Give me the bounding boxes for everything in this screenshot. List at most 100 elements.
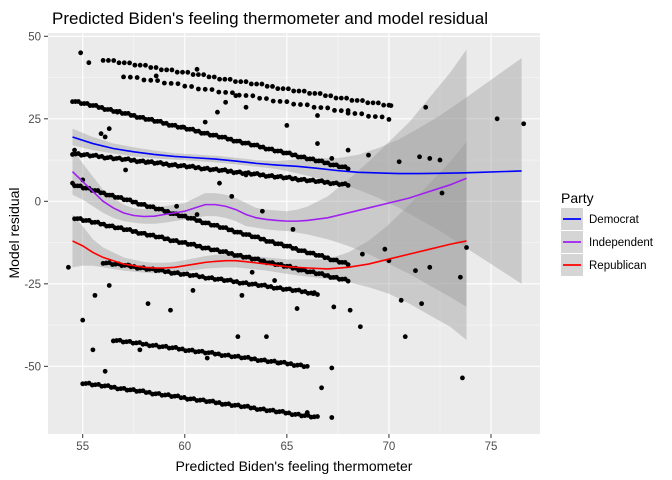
data-point: [333, 95, 339, 101]
legend-label: Independent: [589, 237, 654, 249]
data-point: [329, 156, 335, 161]
data-point: [229, 193, 235, 199]
data-point: [270, 83, 275, 89]
data-point: [141, 77, 147, 83]
data-point: [427, 264, 433, 270]
data-point: [347, 307, 353, 313]
data-point: [155, 78, 160, 84]
data-point: [194, 212, 200, 217]
data-point: [354, 98, 360, 103]
data-point: [243, 79, 249, 85]
data-point: [254, 81, 260, 87]
data-point: [325, 105, 331, 111]
data-point: [294, 306, 300, 311]
data-point: [116, 60, 122, 66]
data-point: [344, 95, 349, 101]
data-point: [102, 134, 108, 140]
data-point: [233, 79, 238, 84]
y-tick-label: 0: [35, 196, 41, 208]
data-point: [277, 99, 283, 104]
data-point: [111, 58, 117, 63]
x-tick-label: 65: [280, 441, 293, 453]
data-point: [357, 324, 363, 330]
legend-entry-democrat: Democrat: [561, 208, 640, 230]
data-point: [90, 347, 96, 353]
data-point: [243, 172, 249, 178]
data-point: [345, 278, 351, 284]
data-point: [437, 157, 443, 163]
x-tick-label: 70: [383, 441, 396, 453]
confidence-ribbon-independent: [72, 49, 467, 307]
data-point: [345, 262, 351, 268]
series-line-republican: [72, 240, 467, 270]
data-point: [190, 288, 196, 293]
data-point: [227, 76, 233, 82]
data-point: [317, 91, 323, 96]
data-point: [206, 74, 212, 80]
data-point: [121, 74, 126, 80]
data-point: [307, 90, 312, 96]
data-point: [264, 334, 269, 340]
data-point: [174, 203, 180, 209]
data-point: [106, 283, 112, 288]
data-point: [521, 121, 527, 127]
data-point: [259, 208, 265, 214]
data-point: [318, 105, 324, 111]
data-point: [92, 292, 98, 298]
data-point: [285, 86, 291, 92]
data-point: [257, 95, 263, 101]
data-point: [379, 114, 385, 120]
data-point: [164, 67, 170, 73]
data-point: [127, 74, 133, 80]
data-point: [331, 304, 337, 310]
data-point: [70, 180, 75, 186]
data-point: [259, 81, 265, 87]
data-point: [366, 113, 371, 119]
data-point: [204, 355, 210, 361]
data-point: [137, 62, 143, 68]
data-point: [296, 88, 302, 94]
data-point: [134, 75, 140, 80]
data-point: [494, 116, 500, 122]
data-point: [190, 72, 196, 77]
data-point: [148, 77, 154, 83]
data-point: [223, 90, 229, 95]
data-point: [396, 159, 402, 165]
chart-title: Predicted Biden's feeling thermometer an…: [52, 9, 488, 28]
data-point: [359, 111, 365, 117]
data-point: [185, 69, 191, 75]
data-point: [304, 102, 310, 108]
data-point: [366, 152, 371, 158]
data-point: [359, 251, 365, 257]
data-point: [233, 93, 239, 99]
data-point: [217, 76, 222, 82]
data-point: [275, 86, 281, 92]
data-point: [457, 274, 463, 280]
y-tick-label: 50: [28, 31, 41, 43]
data-point: [338, 108, 344, 114]
data-point: [370, 100, 376, 106]
data-point: [329, 365, 335, 371]
data-point: [460, 375, 465, 381]
data-point: [137, 347, 143, 353]
data-point: [98, 131, 104, 137]
data-point: [328, 93, 334, 99]
legend-entry-independent: Independent: [561, 231, 654, 253]
data-point: [264, 96, 269, 102]
data-point: [264, 83, 270, 89]
x-tick-label: 75: [485, 441, 498, 453]
data-point: [276, 360, 282, 366]
data-point: [345, 183, 351, 188]
x-axis-title: Predicted Biden's feeling thermometer: [176, 458, 413, 474]
data-point: [148, 65, 154, 70]
data-point: [153, 73, 159, 79]
data-point: [235, 334, 241, 340]
data-point: [388, 103, 394, 109]
legend-label: Democrat: [589, 214, 640, 226]
data-point: [315, 414, 320, 419]
data-point: [413, 268, 418, 274]
data-point: [72, 147, 77, 153]
data-point: [106, 58, 111, 63]
